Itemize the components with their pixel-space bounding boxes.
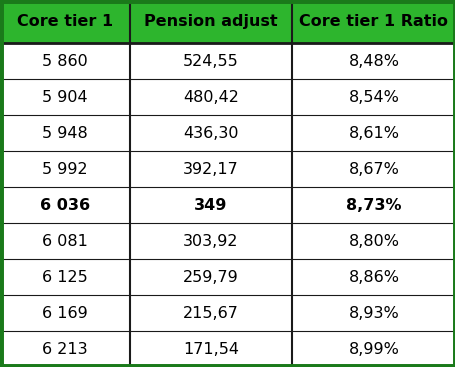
Text: 436,30: 436,30 [183, 126, 238, 141]
Bar [0, 79, 455, 115]
Bar [0, 295, 455, 331]
Text: 392,17: 392,17 [182, 162, 238, 177]
Text: 480,42: 480,42 [182, 90, 238, 105]
Text: 8,48%: 8,48% [348, 54, 399, 69]
Text: 215,67: 215,67 [182, 306, 238, 320]
Text: 8,73%: 8,73% [345, 198, 401, 212]
Text: 524,55: 524,55 [182, 54, 238, 69]
Text: 8,86%: 8,86% [348, 270, 399, 284]
Bar [0, 115, 455, 151]
Text: 8,93%: 8,93% [348, 306, 399, 320]
Text: 6 125: 6 125 [42, 270, 88, 284]
Text: 5 860: 5 860 [42, 54, 88, 69]
Text: 5 948: 5 948 [42, 126, 88, 141]
Text: 6 169: 6 169 [42, 306, 88, 320]
Bar [0, 331, 455, 367]
Bar [0, 223, 455, 259]
Text: 6 036: 6 036 [40, 198, 90, 212]
Bar [0, 259, 455, 295]
Text: 5 992: 5 992 [42, 162, 88, 177]
Text: 6 213: 6 213 [42, 342, 88, 356]
Text: 8,54%: 8,54% [348, 90, 399, 105]
Text: 8,67%: 8,67% [348, 162, 399, 177]
Text: 259,79: 259,79 [182, 270, 238, 284]
Text: Core tier 1: Core tier 1 [17, 14, 113, 29]
Text: 171,54: 171,54 [182, 342, 238, 356]
Text: 303,92: 303,92 [183, 234, 238, 248]
Text: 5 904: 5 904 [42, 90, 88, 105]
Bar [0, 151, 455, 187]
Bar [0, 0, 455, 43]
Text: Pension adjust: Pension adjust [144, 14, 277, 29]
Text: 349: 349 [194, 198, 227, 212]
Text: 8,99%: 8,99% [348, 342, 399, 356]
Text: Core tier 1 Ratio: Core tier 1 Ratio [299, 14, 447, 29]
Text: 6 081: 6 081 [42, 234, 88, 248]
Bar [0, 43, 455, 79]
Text: 8,80%: 8,80% [348, 234, 399, 248]
Text: 8,61%: 8,61% [348, 126, 399, 141]
Bar [0, 187, 455, 223]
